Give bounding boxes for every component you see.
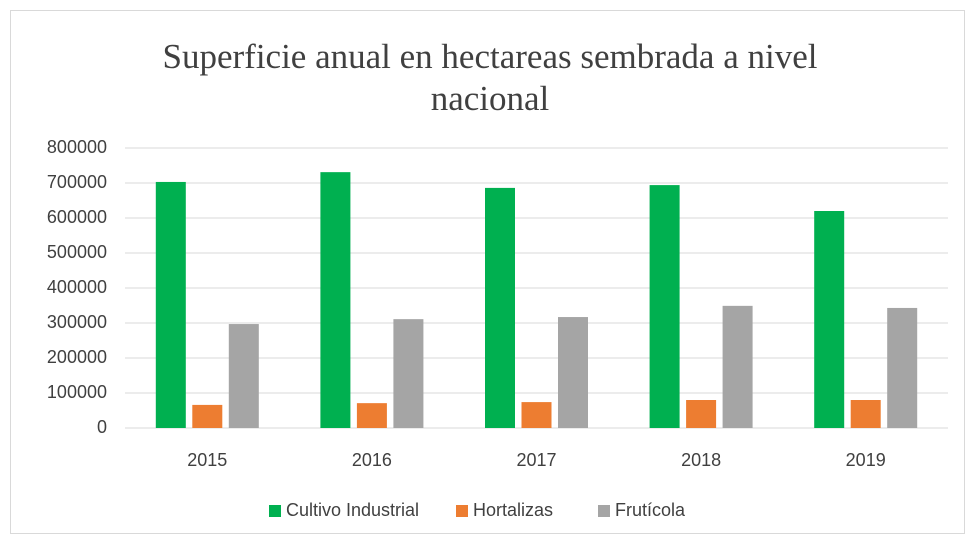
y-tick-label: 700000 [47,172,107,192]
bar [356,403,387,428]
x-tick-label: 2019 [846,450,886,470]
y-tick-label: 500000 [47,242,107,262]
x-tick-label: 2018 [681,450,721,470]
y-tick-label: 300000 [47,312,107,332]
y-tick-label: 400000 [47,277,107,297]
legend-label: Cultivo Industrial [286,500,419,520]
legend-swatch [598,505,610,517]
y-tick-label: 0 [97,417,107,437]
y-tick-label: 600000 [47,207,107,227]
y-tick-label: 200000 [47,347,107,367]
bar [155,181,186,428]
bar [686,400,717,428]
bar [485,187,515,428]
legend-swatch [269,505,281,517]
legend-swatch [456,505,468,517]
bar [649,185,680,428]
bar [722,305,753,428]
bar [887,307,918,428]
x-tick-label: 2015 [187,450,227,470]
y-tick-label: 100000 [47,382,107,402]
legend-label: Frutícola [615,500,686,520]
x-tick-label: 2017 [516,450,556,470]
bar [521,402,552,428]
legend-label: Hortalizas [473,500,553,520]
bar [814,211,845,428]
bar [393,319,424,428]
bar [228,324,259,428]
bar [320,172,351,428]
bar [558,317,588,428]
chart-title: Superficie anual en hectareas sembrada a… [162,37,818,118]
x-tick-label: 2016 [352,450,392,470]
y-tick-label: 800000 [47,137,107,157]
bar [850,400,881,428]
bar [192,404,223,428]
